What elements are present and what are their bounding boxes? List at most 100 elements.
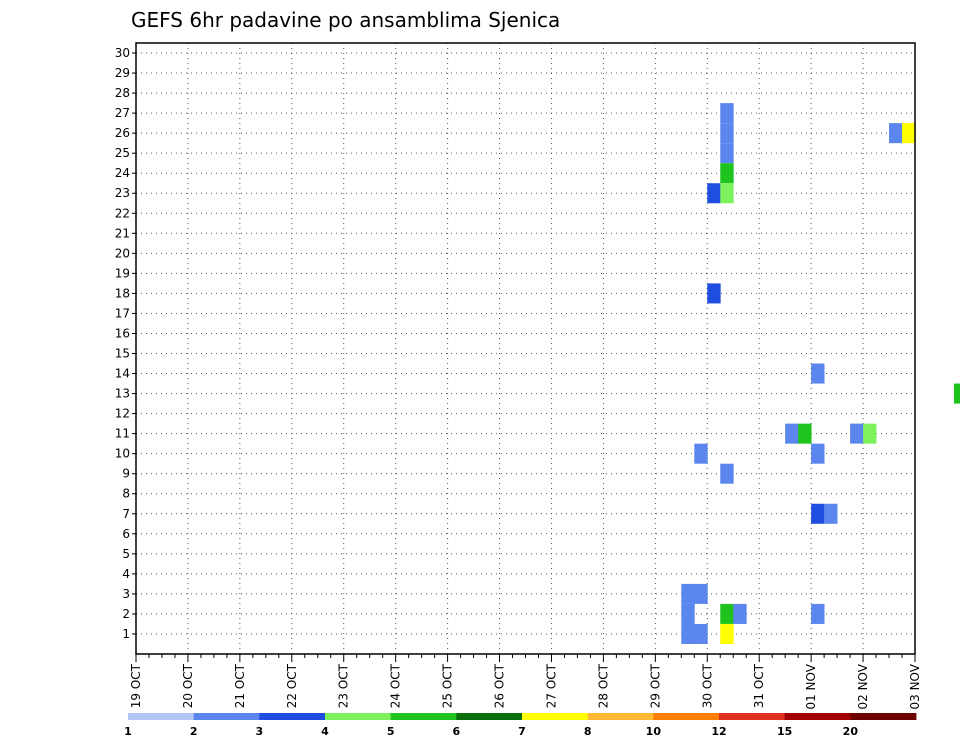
x-tick-label: 30 OCT xyxy=(700,663,714,708)
y-tick-label: 21 xyxy=(115,226,130,240)
heatmap-cell xyxy=(863,423,877,444)
chart-title: GEFS 6hr padavine po ansamblima Sjenica xyxy=(131,8,560,32)
heatmap-cell xyxy=(811,503,825,524)
colorbar-swatch xyxy=(390,713,457,720)
y-tick-label: 24 xyxy=(115,166,130,180)
x-tick-label: 29 OCT xyxy=(648,663,662,708)
x-tick-label: 19 OCT xyxy=(129,663,143,708)
heatmap-cell xyxy=(707,183,721,204)
heatmap-cell xyxy=(694,443,708,464)
y-tick-label: 28 xyxy=(115,86,130,100)
y-tick-label: 5 xyxy=(122,547,130,561)
colorbar-label: 12 xyxy=(711,725,726,738)
x-tick-label: 22 OCT xyxy=(285,663,299,708)
x-tick-label: 25 OCT xyxy=(441,663,455,708)
y-axis-ticks: 1234567891011121314151617181920212223242… xyxy=(115,46,136,641)
y-tick-label: 30 xyxy=(115,46,130,60)
colorbar-label: 15 xyxy=(777,725,792,738)
colorbar-swatch xyxy=(587,713,654,720)
y-tick-label: 18 xyxy=(115,286,130,300)
colorbar-swatch xyxy=(259,713,326,720)
colorbar-swatch xyxy=(325,713,392,720)
x-tick-label: 24 OCT xyxy=(389,663,403,708)
colorbar-label: 1 xyxy=(124,725,132,738)
x-tick-label: 21 OCT xyxy=(233,663,247,708)
heatmap-cell xyxy=(681,603,695,624)
heatmap-cell xyxy=(681,583,695,604)
heatmap-cell xyxy=(707,283,721,304)
colorbar-label: 7 xyxy=(518,725,526,738)
y-tick-label: 14 xyxy=(115,367,130,381)
heatmap-cell xyxy=(733,603,747,624)
y-tick-label: 20 xyxy=(115,246,130,260)
x-tick-label: 27 OCT xyxy=(544,663,558,708)
plot-frame xyxy=(135,42,916,655)
y-tick-label: 12 xyxy=(115,407,130,421)
heatmap-cell xyxy=(720,183,734,204)
heatmap-cells xyxy=(681,103,960,644)
colorbar-label: 2 xyxy=(190,725,198,738)
x-tick-label: 03 NOV xyxy=(908,663,922,709)
heatmap-cell xyxy=(824,503,838,524)
colorbar-label: 20 xyxy=(843,725,859,738)
heatmap-cell xyxy=(720,603,734,624)
colorbar-label: 3 xyxy=(256,725,264,738)
heatmap-cell xyxy=(889,123,903,144)
heatmap-cell xyxy=(694,623,708,644)
y-tick-label: 6 xyxy=(122,527,130,541)
heatmap-cell xyxy=(720,123,734,144)
y-tick-label: 3 xyxy=(122,587,130,601)
heatmap-cell xyxy=(953,383,960,404)
y-tick-label: 9 xyxy=(122,467,130,481)
y-tick-label: 4 xyxy=(122,567,130,581)
x-tick-label: 26 OCT xyxy=(493,663,507,708)
y-tick-label: 23 xyxy=(115,186,130,200)
colorbar-swatch xyxy=(653,713,720,720)
heatmap-cell xyxy=(681,623,695,644)
colorbar-swatch xyxy=(784,713,851,720)
heatmap-cell xyxy=(720,463,734,484)
y-tick-label: 2 xyxy=(122,607,130,621)
colorbar-swatch xyxy=(128,713,195,720)
y-tick-label: 8 xyxy=(122,487,130,501)
colorbar-label: 5 xyxy=(387,725,395,738)
heatmap-cell xyxy=(902,123,916,144)
y-tick-label: 22 xyxy=(115,206,130,220)
y-tick-label: 25 xyxy=(115,146,130,160)
y-tick-label: 26 xyxy=(115,126,130,140)
x-tick-label: 01 NOV xyxy=(804,663,818,709)
y-tick-label: 1 xyxy=(122,627,130,641)
heatmap-cell xyxy=(811,603,825,624)
colorbar-swatch xyxy=(456,713,523,720)
heatmap-cell xyxy=(720,623,734,644)
grid-lines xyxy=(136,43,915,654)
colorbar-swatch xyxy=(522,713,589,720)
heatmap-cell xyxy=(850,423,864,444)
y-tick-label: 19 xyxy=(115,266,130,280)
y-tick-label: 15 xyxy=(115,347,130,361)
x-axis-ticks: 19 OCT 20 OCT 21 OCT 22 OCT 23 OCT 24 OCT 25 O… xyxy=(129,654,922,710)
heatmap-cell xyxy=(720,143,734,164)
heatmap-cell xyxy=(720,163,734,184)
x-tick-label: 28 OCT xyxy=(596,663,610,708)
y-tick-label: 7 xyxy=(122,507,130,521)
heatmap-cell xyxy=(811,363,825,384)
heatmap-cell xyxy=(720,103,734,124)
x-tick-label: 23 OCT xyxy=(337,663,351,708)
y-tick-label: 16 xyxy=(115,326,130,340)
y-tick-label: 17 xyxy=(115,306,130,320)
y-tick-label: 13 xyxy=(115,387,130,401)
colorbar-swatch xyxy=(193,713,260,720)
heatmap-cell xyxy=(811,443,825,464)
colorbar-swatch xyxy=(719,713,786,720)
x-tick-label: 31 OCT xyxy=(752,663,766,708)
colorbar-label: 8 xyxy=(584,725,592,738)
heatmap-cell xyxy=(785,423,799,444)
y-tick-label: 11 xyxy=(115,427,130,441)
colorbar-label: 6 xyxy=(453,725,461,738)
x-tick-label: 20 OCT xyxy=(181,663,195,708)
colorbar-swatch xyxy=(850,713,917,720)
y-tick-label: 29 xyxy=(115,66,130,80)
colorbar: 1 2 3 4 5 6 7 8 10 12 15 20 xyxy=(124,713,917,738)
x-tick-label: 02 NOV xyxy=(856,663,870,709)
